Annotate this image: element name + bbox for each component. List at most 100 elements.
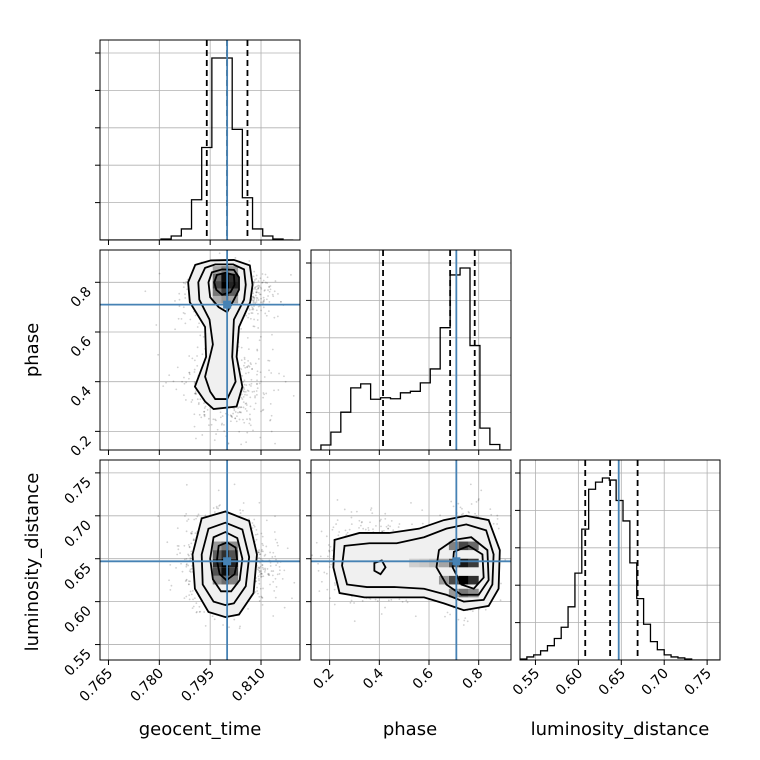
scatter-point (350, 599, 353, 602)
scatter-point (256, 590, 259, 592)
scatter-point (255, 288, 258, 291)
scatter-point (189, 318, 192, 321)
scatter-point (258, 567, 261, 570)
scatter-point (336, 499, 339, 501)
scatter-point (268, 369, 270, 372)
scatter-point (245, 441, 248, 444)
scatter-point (245, 404, 248, 406)
scatter-point (183, 597, 186, 600)
scatter-point (218, 504, 220, 507)
scatter-point (268, 359, 271, 362)
scatter-point (250, 382, 253, 385)
scatter-point (232, 247, 234, 249)
scatter-point (410, 501, 412, 504)
scatter-point (260, 297, 262, 300)
scatter-point (182, 394, 185, 397)
scatter-point (261, 604, 264, 606)
scatter-point (477, 499, 480, 502)
scatter-point (185, 512, 188, 515)
scatter-point (249, 405, 252, 408)
scatter-point (211, 479, 213, 481)
scatter-point (203, 410, 206, 413)
density-cell (448, 541, 459, 551)
scatter-point (197, 513, 200, 516)
scatter-point (245, 372, 247, 375)
scatter-point (268, 285, 271, 288)
scatter-point (257, 287, 260, 290)
scatter-point (174, 328, 177, 331)
density-cell (448, 575, 459, 585)
scatter-point (178, 298, 181, 301)
density-cell (212, 281, 222, 289)
scatter-point (274, 555, 277, 558)
scatter-point (259, 277, 262, 280)
scatter-point (254, 402, 257, 405)
scatter-point (270, 570, 273, 572)
scatter-point (243, 379, 246, 382)
scatter-point (353, 602, 355, 604)
scatter-point (258, 600, 261, 602)
contour-line (213, 271, 236, 296)
scatter-point (385, 525, 388, 528)
x-tick-label: 0.75 (682, 666, 715, 699)
scatter-point (176, 366, 179, 369)
scatter-point (242, 406, 245, 409)
scatter-point (256, 382, 258, 385)
scatter-point (263, 570, 266, 573)
scatter-point (240, 327, 243, 330)
scatter-point (220, 423, 223, 426)
scatter-point (268, 290, 271, 293)
scatter-point (392, 529, 395, 532)
scatter-point (253, 318, 255, 321)
scatter-point (257, 566, 260, 569)
scatter-point (290, 273, 292, 276)
scatter-point (261, 281, 264, 284)
scatter-point (253, 298, 256, 301)
scatter-point (176, 545, 179, 547)
scatter-point (191, 532, 193, 535)
scatter-point (406, 601, 409, 604)
scatter-point (331, 549, 334, 552)
scatter-point (387, 599, 390, 602)
scatter-point (380, 525, 382, 528)
scatter-point (253, 286, 256, 289)
scatter-point (261, 564, 264, 566)
scatter-point (217, 489, 220, 492)
scatter-point (272, 615, 275, 617)
scatter-point (260, 575, 262, 578)
scatter-point (277, 389, 280, 391)
scatter-point (239, 406, 242, 409)
scatter-point (248, 383, 251, 386)
scatter-point (267, 573, 269, 575)
scatter-point (265, 298, 268, 301)
scatter-point (158, 272, 161, 275)
scatter-point (260, 572, 263, 575)
scatter-point (254, 288, 257, 290)
scatter-point (266, 568, 269, 570)
scatter-point (390, 519, 393, 522)
scatter-point (271, 333, 273, 336)
density-cell (458, 588, 469, 598)
scatter-point (253, 279, 256, 281)
scatter-point (204, 514, 207, 517)
panel-luminosity_distance-vs-geocent_time: 0.765 0.780 0.795 0.810 0.55 0.60 0.65 0.70 0.75 (61, 459, 301, 705)
contour-line (341, 523, 495, 603)
scatter-point (262, 550, 264, 553)
scatter-point (251, 308, 254, 311)
scatter-point (175, 388, 178, 391)
x-tick-label: 0.70 (639, 666, 672, 699)
scatter-point (244, 390, 247, 393)
scatter-point (272, 551, 275, 554)
scatter-point (257, 569, 260, 572)
scatter-point (239, 411, 241, 414)
scatter-point (259, 371, 262, 374)
scatter-point (190, 542, 193, 545)
scatter-point (242, 387, 245, 389)
scatter-point (253, 408, 256, 410)
scatter-point (262, 279, 265, 282)
scatter-point (196, 355, 198, 357)
scatter-point (186, 520, 188, 522)
scatter-point (267, 574, 270, 576)
scatter-point (258, 570, 261, 573)
scatter-point (260, 301, 262, 304)
